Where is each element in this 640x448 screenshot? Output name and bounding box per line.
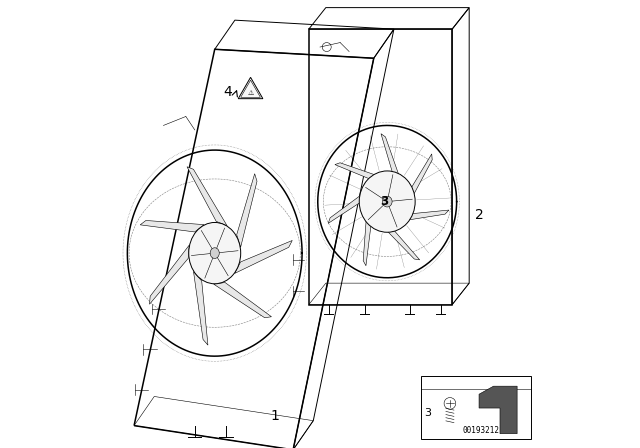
Polygon shape xyxy=(479,386,517,434)
Polygon shape xyxy=(193,271,208,345)
Polygon shape xyxy=(187,167,227,226)
Ellipse shape xyxy=(359,171,415,232)
Polygon shape xyxy=(399,210,449,221)
Polygon shape xyxy=(328,190,369,224)
Polygon shape xyxy=(214,283,271,318)
Text: 3: 3 xyxy=(424,408,431,418)
Polygon shape xyxy=(363,210,372,266)
Ellipse shape xyxy=(382,196,392,207)
Text: 1: 1 xyxy=(271,409,280,423)
Polygon shape xyxy=(235,241,292,273)
Bar xyxy=(421,376,531,439)
Polygon shape xyxy=(237,174,257,247)
Polygon shape xyxy=(335,163,384,181)
Text: ⚠: ⚠ xyxy=(248,90,253,96)
Text: 3: 3 xyxy=(380,195,388,208)
Text: 2: 2 xyxy=(475,208,483,222)
Text: 00193212: 00193212 xyxy=(463,426,500,435)
Polygon shape xyxy=(381,134,402,184)
Polygon shape xyxy=(381,224,420,260)
Text: 4: 4 xyxy=(224,85,232,99)
Ellipse shape xyxy=(189,223,241,284)
Polygon shape xyxy=(408,154,432,203)
Polygon shape xyxy=(140,220,204,232)
Polygon shape xyxy=(238,78,263,99)
Polygon shape xyxy=(150,245,189,304)
Ellipse shape xyxy=(210,248,220,258)
